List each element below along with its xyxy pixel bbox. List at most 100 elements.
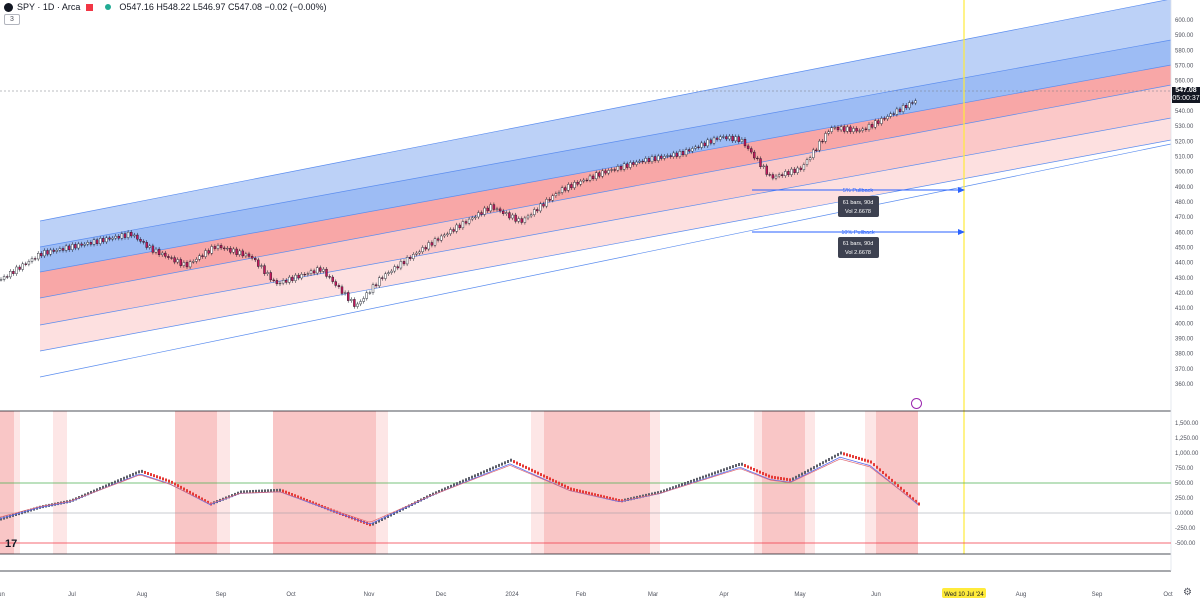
candle — [787, 171, 790, 176]
candle — [622, 163, 626, 170]
candle — [111, 237, 114, 240]
candle — [684, 149, 688, 156]
time-tick-label: May — [794, 592, 805, 598]
osc-bar — [228, 495, 230, 499]
osc-bar — [123, 476, 125, 480]
candle — [157, 248, 161, 256]
osc-bar — [900, 486, 902, 490]
candle — [15, 266, 18, 274]
candle — [117, 235, 121, 239]
band-red-mid — [40, 85, 1171, 325]
time-axis[interactable]: Jun Jul Aug Sep Oct Nov Dec 2024 Feb Mar Apr May Jun… — [0, 592, 1173, 598]
osc-bar — [486, 469, 488, 473]
candle — [405, 257, 409, 265]
candle — [325, 268, 328, 277]
osc-bar — [180, 485, 182, 489]
osc-shaded-region — [217, 411, 230, 554]
osc-tick-label: 500.00 — [1175, 481, 1194, 487]
osc-bar — [546, 475, 548, 479]
osc-tick-label: -250.00 — [1175, 526, 1196, 532]
candle — [347, 292, 350, 301]
candle — [886, 116, 889, 120]
time-tick-label: Oct — [1163, 592, 1173, 598]
osc-bar — [894, 481, 896, 485]
osc-series — [0, 451, 920, 527]
osc-bar — [669, 487, 671, 491]
osc-bar — [255, 489, 257, 493]
osc-bar — [768, 474, 770, 478]
osc-shaded-region — [273, 411, 376, 554]
osc-bar — [147, 472, 149, 476]
time-tick-label: Apr — [719, 592, 728, 598]
candle — [545, 199, 548, 207]
osc-bar — [831, 456, 833, 460]
gear-icon[interactable]: ⚙ — [1183, 587, 1192, 598]
candle — [855, 128, 858, 132]
candle — [46, 250, 49, 255]
osc-bar — [711, 472, 713, 476]
candle — [901, 105, 905, 112]
candle — [343, 292, 347, 294]
countdown-tag: 05:00:37 — [1172, 95, 1200, 103]
candle — [672, 152, 675, 157]
osc-bar — [480, 471, 482, 475]
osc-bar — [270, 489, 272, 493]
osc-bar — [81, 494, 83, 498]
osc-bar — [540, 473, 542, 477]
candle — [560, 187, 564, 193]
osc-bar — [117, 479, 119, 483]
candle — [836, 127, 840, 131]
candle — [591, 175, 595, 179]
candle — [33, 258, 37, 260]
osc-bar — [699, 476, 701, 480]
date-marker-label: Wed 10 Jul '24 — [944, 592, 984, 598]
candle — [771, 174, 775, 179]
osc-shaded-region — [754, 411, 762, 554]
candle — [818, 140, 821, 151]
symbol-name[interactable]: SPY · 1D · Arca — [17, 2, 81, 12]
flag-icon[interactable] — [86, 3, 94, 11]
candle — [176, 259, 179, 263]
pullback-5-annotation[interactable]: 5% Pullback 61 bars, 90d Vol 2.6678 — [752, 187, 965, 217]
candle — [288, 276, 291, 283]
candle — [582, 179, 585, 182]
tradingview-logo-icon[interactable]: 17 — [5, 538, 18, 550]
osc-bar — [171, 480, 173, 484]
price-tick-label: 490.00 — [1175, 185, 1194, 191]
osc-bar — [858, 456, 860, 460]
collapse-count: 3 — [10, 16, 14, 23]
osc-bar — [720, 469, 722, 473]
osc-bar — [552, 478, 554, 482]
osc-bar — [723, 468, 725, 472]
candle — [610, 169, 613, 171]
candle — [92, 239, 96, 245]
osc-axis[interactable]: 1,500.00 1,250.00 1,000.00 750.00 500.00 250.… — [1175, 421, 1199, 547]
dividend-marker-icon[interactable] — [911, 398, 922, 409]
osc-bar — [369, 523, 371, 527]
osc-bar — [813, 466, 815, 470]
osc-bar — [879, 468, 881, 472]
candle — [824, 133, 827, 142]
candle — [564, 187, 567, 191]
candle — [867, 124, 871, 130]
osc-bar — [447, 486, 449, 490]
osc-bar — [450, 484, 452, 488]
osc-bar — [657, 491, 659, 495]
candle — [55, 250, 58, 252]
pullback-10-annotation[interactable]: 10% Pullback 61 bars, 90d Vol 2.6678 — [752, 229, 965, 258]
osc-bar — [804, 470, 806, 474]
osc-bar — [870, 460, 872, 464]
osc-bar — [492, 466, 494, 470]
osc-bar — [153, 474, 155, 478]
collapse-indicators-button[interactable]: 3 — [4, 14, 20, 25]
candle — [164, 252, 167, 257]
candle — [424, 247, 427, 250]
candle — [849, 126, 852, 132]
candle — [529, 214, 533, 217]
osc-bar — [237, 491, 239, 495]
price-axis[interactable]: 600.00590.00580.00570.00560.00550.00540.… — [1175, 18, 1194, 388]
osc-bar — [885, 473, 887, 477]
candle — [471, 217, 474, 220]
candle — [607, 170, 610, 174]
